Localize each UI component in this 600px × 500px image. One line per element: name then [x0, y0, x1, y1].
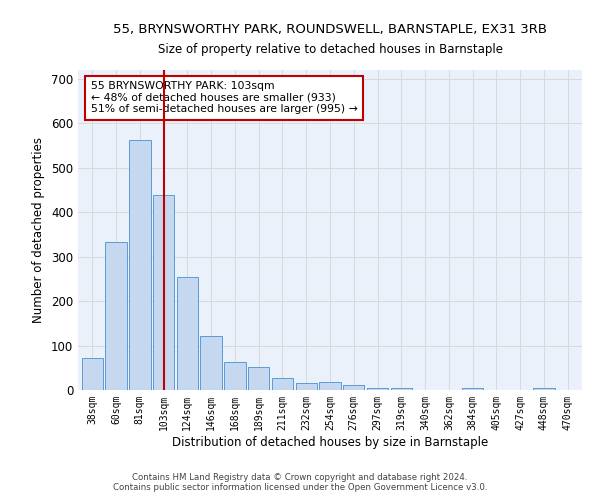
Bar [462, 388, 484, 390]
Bar [391, 388, 412, 390]
Bar [343, 385, 364, 390]
Bar [129, 140, 151, 390]
Text: Size of property relative to detached houses in Barnstaple: Size of property relative to detached ho… [157, 42, 503, 56]
Bar [367, 388, 388, 390]
Bar [82, 358, 103, 390]
Bar [176, 276, 198, 390]
Bar [248, 367, 269, 390]
Bar [296, 384, 317, 390]
Bar [319, 382, 341, 390]
Text: 55 BRYNSWORTHY PARK: 103sqm
← 48% of detached houses are smaller (933)
51% of se: 55 BRYNSWORTHY PARK: 103sqm ← 48% of det… [91, 81, 358, 114]
Bar [106, 242, 127, 390]
Bar [153, 196, 174, 390]
Bar [224, 362, 245, 390]
Text: Contains HM Land Registry data © Crown copyright and database right 2024.
Contai: Contains HM Land Registry data © Crown c… [113, 473, 487, 492]
X-axis label: Distribution of detached houses by size in Barnstaple: Distribution of detached houses by size … [172, 436, 488, 448]
Bar [533, 388, 554, 390]
Y-axis label: Number of detached properties: Number of detached properties [32, 137, 46, 323]
Text: 55, BRYNSWORTHY PARK, ROUNDSWELL, BARNSTAPLE, EX31 3RB: 55, BRYNSWORTHY PARK, ROUNDSWELL, BARNST… [113, 22, 547, 36]
Bar [272, 378, 293, 390]
Bar [200, 336, 222, 390]
